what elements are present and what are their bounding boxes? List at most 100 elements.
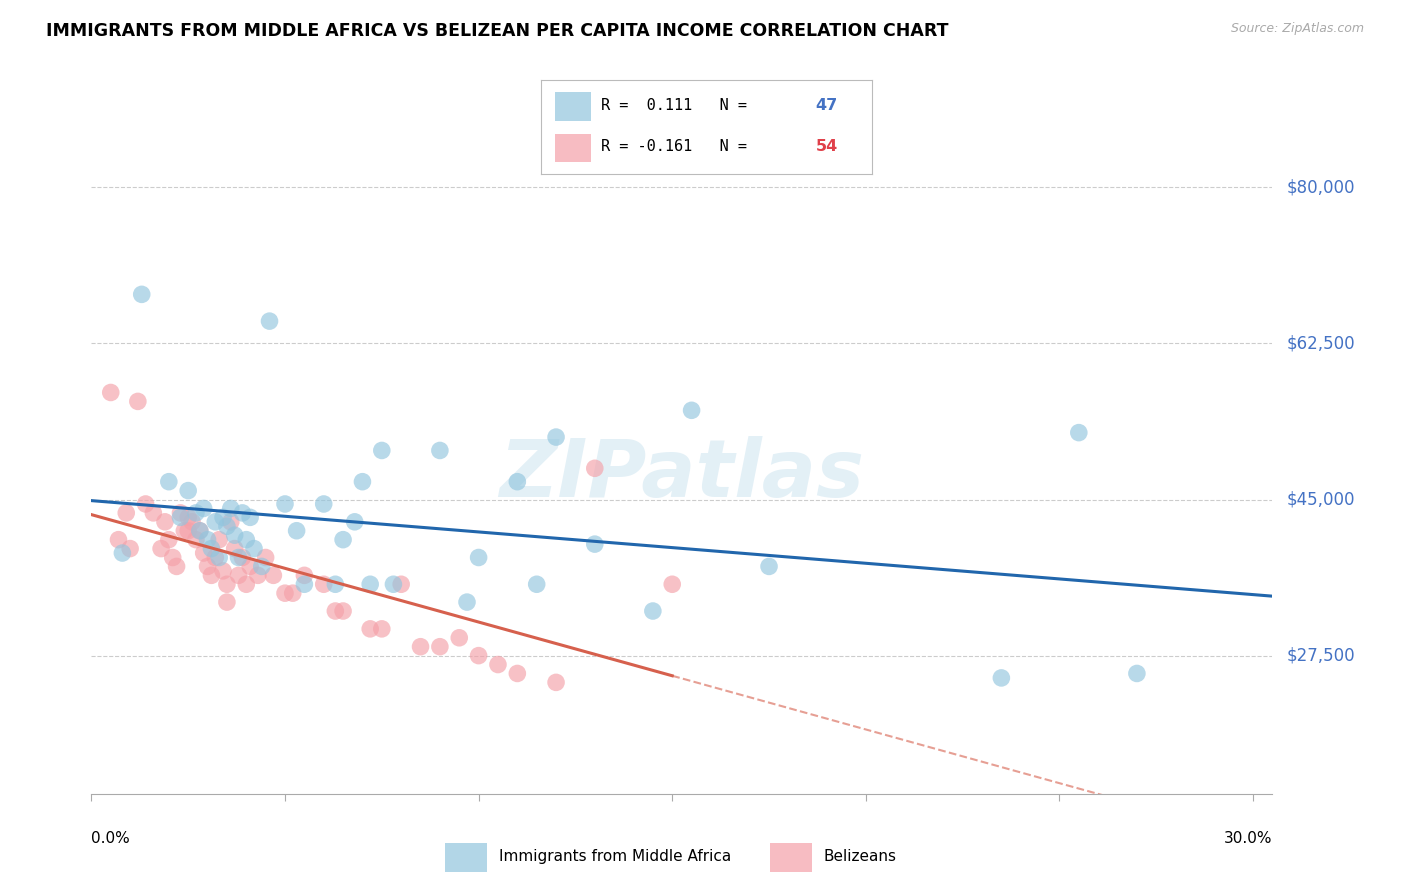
Point: [641, 604, 664, 618]
Point: [262, 568, 284, 582]
Point: [177, 483, 200, 498]
Point: [219, 501, 242, 516]
Text: 54: 54: [815, 139, 838, 154]
Point: [193, 501, 215, 516]
Point: [583, 537, 606, 551]
Point: [204, 550, 226, 565]
Point: [352, 475, 374, 489]
Point: [409, 640, 432, 654]
Point: [111, 546, 134, 560]
Text: 47: 47: [815, 98, 838, 113]
Text: $80,000: $80,000: [1286, 178, 1355, 196]
Point: [239, 510, 262, 524]
Point: [429, 443, 451, 458]
Point: [177, 510, 200, 524]
Point: [506, 666, 529, 681]
Text: Immigrants from Middle Africa: Immigrants from Middle Africa: [499, 849, 731, 863]
Point: [181, 515, 204, 529]
Point: [120, 541, 142, 556]
Point: [173, 524, 195, 538]
Point: [208, 533, 231, 547]
Point: [150, 541, 173, 556]
Text: $27,500: $27,500: [1286, 647, 1355, 665]
Point: [188, 524, 211, 538]
Point: [371, 622, 394, 636]
Point: [243, 541, 266, 556]
Point: [583, 461, 606, 475]
Point: [212, 510, 235, 524]
Text: $62,500: $62,500: [1286, 334, 1355, 352]
Point: [281, 586, 304, 600]
Bar: [446, 843, 486, 872]
Point: [389, 577, 412, 591]
Point: [449, 631, 471, 645]
Point: [169, 506, 191, 520]
Point: [332, 604, 354, 618]
Text: 0.0%: 0.0%: [91, 831, 131, 847]
Point: [544, 430, 567, 444]
Bar: [770, 843, 811, 872]
Text: R = -0.161   N =: R = -0.161 N =: [600, 139, 756, 154]
Point: [127, 394, 149, 409]
Point: [681, 403, 703, 417]
Point: [259, 314, 281, 328]
Point: [115, 506, 138, 520]
Point: [292, 568, 315, 582]
Point: [228, 568, 250, 582]
Point: [506, 475, 529, 489]
Point: [429, 640, 451, 654]
Point: [359, 622, 381, 636]
Point: [456, 595, 478, 609]
Point: [177, 524, 200, 538]
Point: [107, 533, 129, 547]
Point: [246, 568, 269, 582]
Point: [169, 510, 191, 524]
Point: [184, 506, 207, 520]
Text: 30.0%: 30.0%: [1225, 831, 1272, 847]
Point: [254, 550, 277, 565]
Point: [157, 533, 180, 547]
Point: [228, 550, 250, 565]
Point: [215, 519, 238, 533]
Point: [325, 577, 347, 591]
Text: $45,000: $45,000: [1286, 491, 1355, 508]
Text: R =  0.111   N =: R = 0.111 N =: [600, 98, 756, 113]
Point: [758, 559, 780, 574]
Text: ZIPatlas: ZIPatlas: [499, 436, 865, 515]
Point: [188, 524, 211, 538]
Point: [661, 577, 683, 591]
Point: [239, 559, 262, 574]
Bar: [554, 134, 591, 161]
Point: [274, 586, 297, 600]
Point: [325, 604, 347, 618]
Point: [162, 550, 184, 565]
Point: [235, 577, 257, 591]
Text: Belizeans: Belizeans: [824, 849, 897, 863]
Point: [1126, 666, 1149, 681]
Point: [142, 506, 165, 520]
Point: [250, 559, 273, 574]
Point: [231, 506, 253, 520]
Point: [153, 515, 176, 529]
Point: [544, 675, 567, 690]
Point: [343, 515, 366, 529]
Point: [1067, 425, 1090, 440]
Text: IMMIGRANTS FROM MIDDLE AFRICA VS BELIZEAN PER CAPITA INCOME CORRELATION CHART: IMMIGRANTS FROM MIDDLE AFRICA VS BELIZEA…: [46, 22, 949, 40]
Point: [200, 568, 222, 582]
Point: [274, 497, 297, 511]
Text: Source: ZipAtlas.com: Source: ZipAtlas.com: [1230, 22, 1364, 36]
Point: [990, 671, 1012, 685]
Point: [204, 515, 226, 529]
Point: [212, 564, 235, 578]
Point: [184, 533, 207, 547]
Bar: [554, 93, 591, 120]
Point: [332, 533, 354, 547]
Point: [371, 443, 394, 458]
Point: [285, 524, 308, 538]
Point: [382, 577, 405, 591]
Point: [208, 550, 231, 565]
Point: [231, 550, 253, 565]
Point: [235, 533, 257, 547]
Point: [215, 577, 238, 591]
Point: [526, 577, 548, 591]
